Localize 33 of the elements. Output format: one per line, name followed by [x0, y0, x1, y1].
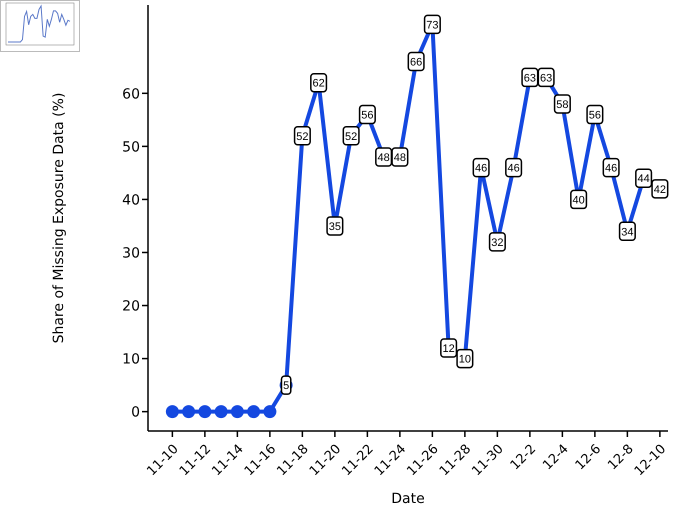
- y-tick-label: 40: [122, 192, 140, 208]
- data-label: 48: [378, 152, 390, 164]
- data-label: 34: [621, 226, 634, 238]
- data-label: 73: [426, 19, 438, 32]
- y-tick-label: 30: [122, 245, 140, 262]
- data-label: 52: [345, 130, 358, 143]
- data-label: 46: [475, 162, 488, 175]
- y-tick-label: 20: [122, 298, 140, 315]
- data-label: 35: [328, 220, 341, 233]
- data-label: 10: [458, 354, 471, 366]
- y-axis-title: Share of Missing Exposure Data (%): [50, 92, 67, 344]
- data-label: 66: [410, 56, 422, 68]
- data-label: 56: [361, 110, 374, 122]
- data-label: 58: [556, 98, 568, 111]
- y-tick-label: 10: [122, 352, 140, 368]
- data-label: 32: [491, 236, 504, 249]
- y-tick-label: 60: [122, 86, 140, 102]
- data-label: 40: [572, 194, 585, 206]
- data-label: 5: [283, 380, 290, 392]
- data-label: 62: [312, 78, 325, 90]
- data-label: 63: [524, 72, 536, 84]
- data-label: 46: [508, 162, 520, 175]
- data-label: 48: [394, 152, 406, 164]
- data-label: 46: [605, 162, 618, 175]
- data-label: 56: [588, 110, 601, 122]
- data-label: 52: [296, 130, 308, 143]
- y-tick-label: 0: [131, 404, 140, 421]
- data-label: 42: [654, 184, 666, 196]
- y-tick-label: 50: [122, 139, 140, 156]
- data-label: 12: [442, 342, 455, 355]
- x-axis-title: Date: [391, 491, 425, 507]
- data-label: 63: [540, 72, 552, 84]
- data-label: 44: [638, 173, 650, 186]
